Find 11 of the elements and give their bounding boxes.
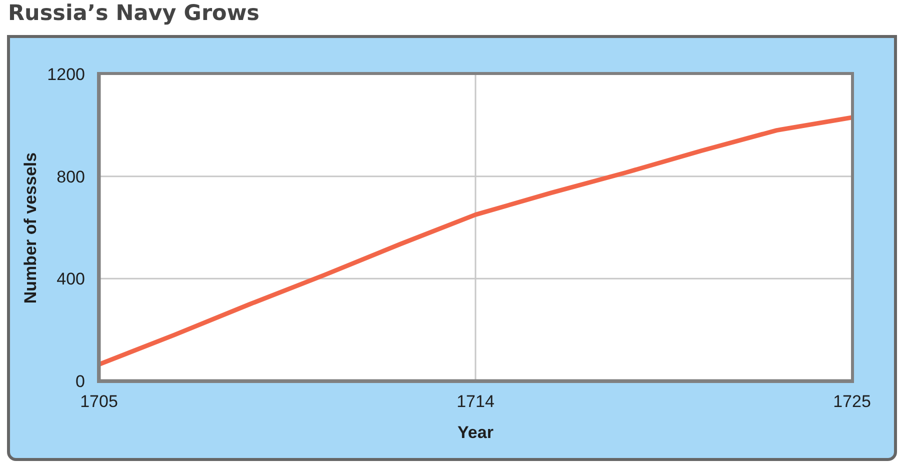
x-tick-label: 1705 [80,392,118,412]
line-series [99,115,852,367]
y-tick-label: 400 [56,270,85,289]
y-axis-title: Number of vessels [21,152,40,304]
y-tick-label: 800 [56,167,85,186]
x-tick-label: 1714 [456,392,494,412]
chart-title: Russia’s Navy Grows [8,1,260,26]
y-tick-label: 0 [76,372,85,392]
x-tick-label: 1725 [833,392,871,412]
y-tick-label: 1200 [47,65,85,84]
x-axis-title: Year [458,423,494,442]
